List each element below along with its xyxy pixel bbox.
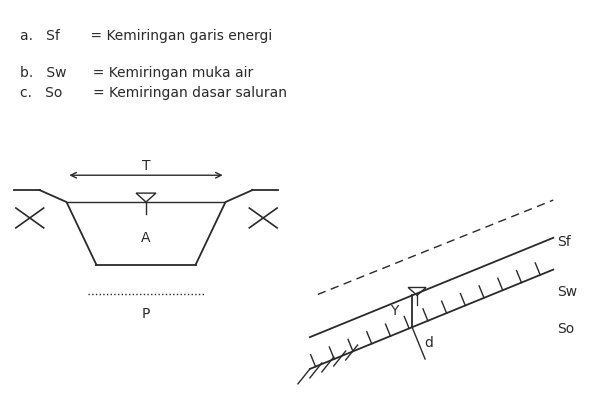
Text: c.   So       = Kemiringan dasar saluran: c. So = Kemiringan dasar saluran bbox=[20, 86, 287, 100]
Text: d: d bbox=[425, 336, 434, 350]
Text: Y: Y bbox=[390, 304, 398, 319]
Text: T: T bbox=[142, 159, 150, 173]
Text: So: So bbox=[557, 322, 575, 336]
Text: Sf: Sf bbox=[557, 235, 571, 249]
Text: Sw: Sw bbox=[557, 285, 578, 299]
Text: P: P bbox=[142, 307, 150, 321]
Text: b.   Sw      = Kemiringan muka air: b. Sw = Kemiringan muka air bbox=[20, 66, 253, 80]
Text: A: A bbox=[141, 231, 151, 245]
Text: a.   Sf       = Kemiringan garis energi: a. Sf = Kemiringan garis energi bbox=[20, 29, 272, 43]
